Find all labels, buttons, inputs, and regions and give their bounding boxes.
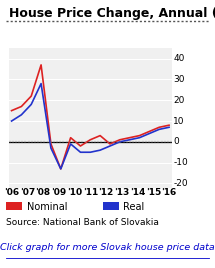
Text: '09: '09 xyxy=(51,188,66,197)
Text: '14: '14 xyxy=(130,188,145,197)
Text: '11: '11 xyxy=(83,188,98,197)
Text: 20: 20 xyxy=(173,96,184,105)
Text: -20: -20 xyxy=(173,179,188,188)
Text: 10: 10 xyxy=(173,117,184,125)
Text: 30: 30 xyxy=(173,75,184,84)
Text: 0: 0 xyxy=(173,137,179,146)
Text: '08: '08 xyxy=(35,188,51,197)
Text: '13: '13 xyxy=(114,188,129,197)
Text: '16: '16 xyxy=(161,188,177,197)
Text: 40: 40 xyxy=(173,54,184,63)
Text: House Price Change, Annual (%): House Price Change, Annual (%) xyxy=(9,7,215,20)
Bar xyxy=(6,202,22,210)
Text: '07: '07 xyxy=(20,188,35,197)
Bar xyxy=(103,202,119,210)
Text: '10: '10 xyxy=(67,188,82,197)
Text: Source: National Bank of Slovakia: Source: National Bank of Slovakia xyxy=(6,218,159,227)
Text: '06: '06 xyxy=(4,188,19,197)
Text: Click graph for more Slovak house price data: Click graph for more Slovak house price … xyxy=(0,243,215,251)
Text: '15: '15 xyxy=(146,188,161,197)
Text: Real: Real xyxy=(123,202,144,212)
Text: Nominal: Nominal xyxy=(27,202,67,212)
Text: '12: '12 xyxy=(98,188,114,197)
Text: -10: -10 xyxy=(173,158,188,167)
